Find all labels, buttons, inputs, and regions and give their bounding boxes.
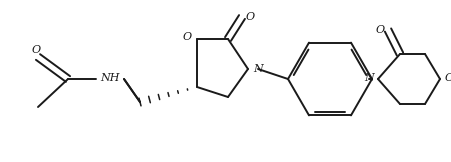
Text: N: N <box>364 73 373 83</box>
Text: O: O <box>32 45 41 55</box>
Text: O: O <box>375 25 384 35</box>
Text: N: N <box>253 64 262 74</box>
Text: O: O <box>443 73 451 83</box>
Text: NH: NH <box>100 73 120 83</box>
Text: O: O <box>182 32 191 42</box>
Text: O: O <box>245 12 254 22</box>
